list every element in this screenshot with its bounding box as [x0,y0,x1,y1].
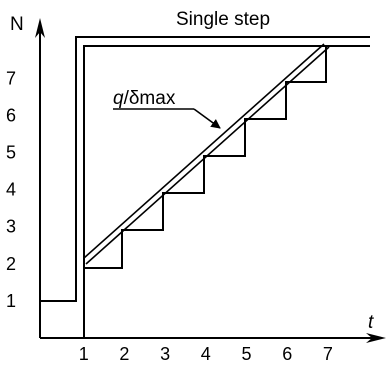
y-tick-label: 4 [6,180,16,200]
max-rate-line-b [85,46,330,265]
x-axis-arrow-icon [366,333,386,343]
y-tick-labels: 1 2 3 4 5 6 7 [6,68,16,311]
x-tick-label: 1 [79,344,89,364]
x-tick-label: 2 [119,344,129,364]
max-rate-label-italic: q [113,88,124,109]
y-tick-label: 5 [6,143,16,163]
x-tick-labels: 1 2 3 4 5 6 7 [79,344,333,364]
x-tick-label: 4 [201,344,211,364]
single-step-outer-line [40,36,370,302]
max-rate-leader-line [193,108,221,129]
x-tick-label: 6 [282,344,292,364]
x-tick-label: 3 [160,344,170,364]
x-axis-label: t [368,312,374,333]
y-axis-label: N [10,14,24,35]
chart-title: Single step [176,9,270,30]
y-tick-label: 6 [6,105,16,125]
y-axis-arrow-icon [35,18,45,38]
staircase-line [84,46,327,269]
max-rate-label-rest: /δmax [124,88,176,109]
y-tick-label: 2 [6,254,16,274]
max-rate-label: q/δmax [113,88,176,109]
single-step-inner-line [83,45,370,338]
max-rate-line-a [83,43,325,259]
x-tick-label: 5 [242,344,252,364]
y-tick-label: 3 [6,217,16,237]
y-tick-label: 7 [6,68,16,88]
x-tick-label: 7 [323,344,333,364]
y-tick-label: 1 [6,291,16,311]
